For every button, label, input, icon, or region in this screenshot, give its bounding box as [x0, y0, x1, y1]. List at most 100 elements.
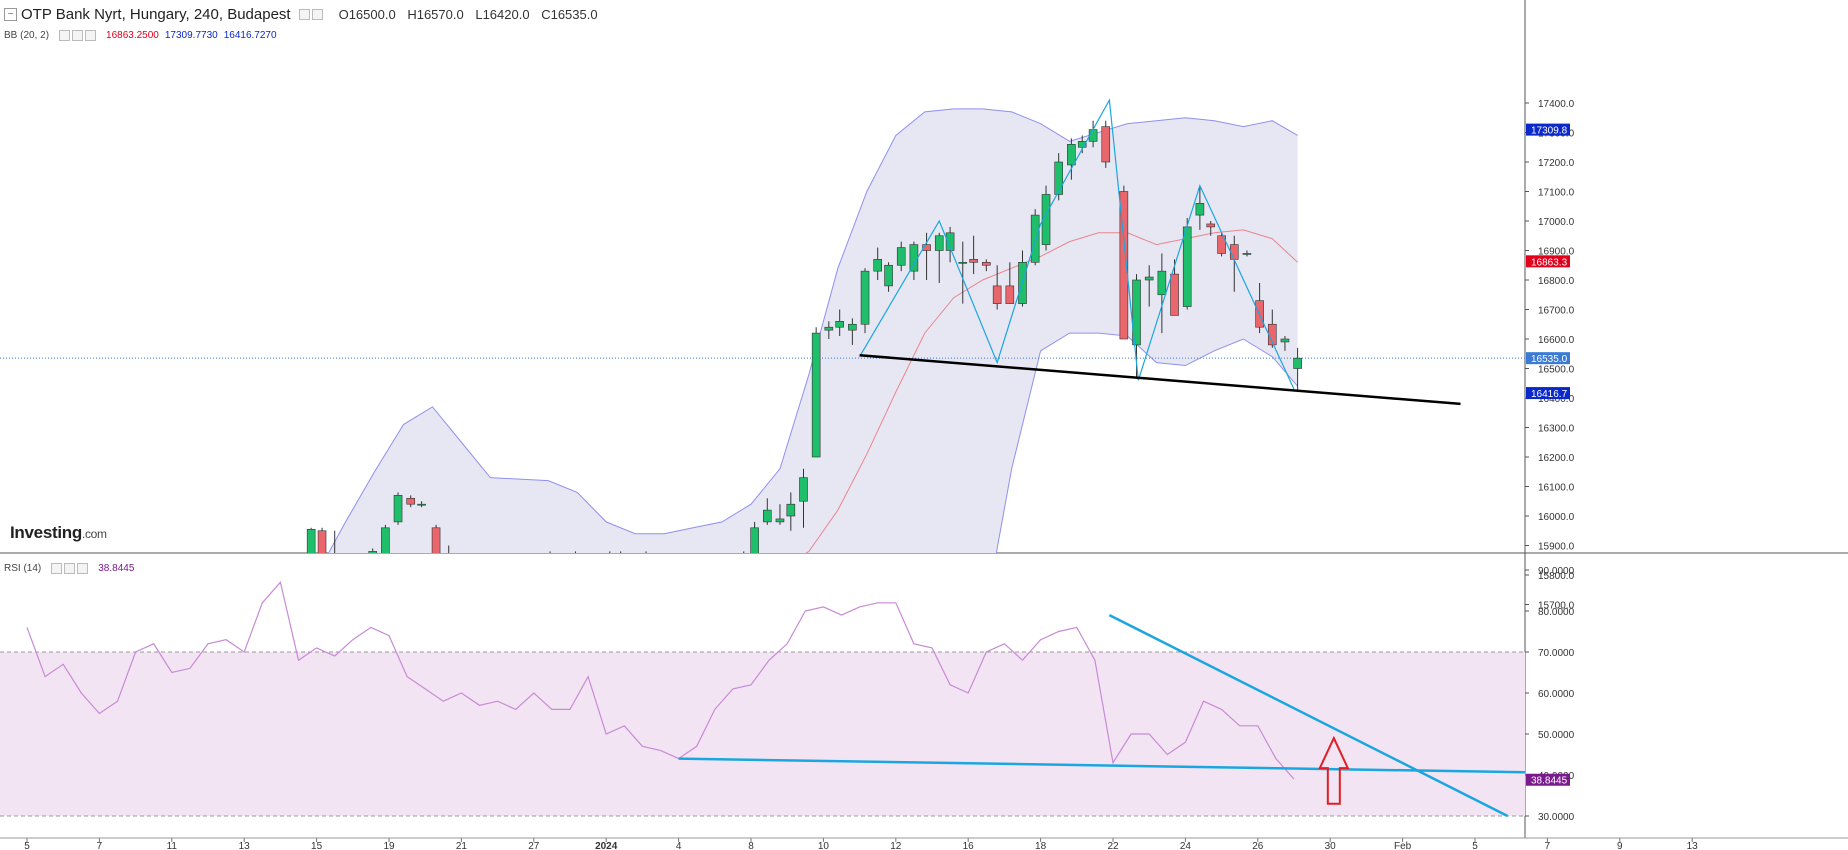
time-axis-label: 13	[239, 841, 251, 850]
candle	[306, 527, 316, 553]
candle-body	[1217, 235, 1226, 254]
candle	[667, 581, 675, 599]
gear-icon[interactable]	[311, 9, 323, 20]
candle	[1217, 232, 1226, 257]
candle	[620, 551, 622, 553]
candle-body	[1280, 338, 1290, 343]
candle	[1030, 209, 1040, 266]
collapse-icon[interactable]: −	[4, 8, 17, 21]
candle	[483, 566, 491, 604]
price-badge-label: 17309.8	[1531, 126, 1568, 137]
candle-body	[945, 232, 955, 251]
rsi-value-badge	[1526, 773, 1570, 786]
candle-body	[775, 518, 785, 523]
candle-body	[445, 557, 453, 569]
low-value: L16420.0	[475, 7, 530, 22]
time-axis-label: 19	[383, 841, 395, 850]
price-axis-label: 16100.0	[1538, 483, 1575, 494]
candle-body	[1206, 223, 1216, 228]
candle-body	[1144, 276, 1154, 281]
price-axis-label: 16900.0	[1538, 247, 1575, 258]
price-axis-label: 16800.0	[1538, 276, 1575, 287]
candle	[546, 551, 554, 578]
candle-body	[799, 477, 808, 502]
close-value: C16535.0	[541, 7, 598, 22]
candle-body	[655, 584, 663, 596]
candle-body	[1157, 270, 1167, 296]
candle	[750, 521, 759, 553]
candle-body	[1293, 357, 1302, 369]
candle	[406, 495, 416, 508]
eye-icon[interactable]	[298, 9, 310, 20]
time-axis-label: 22	[1107, 841, 1119, 850]
candle-body	[546, 557, 554, 578]
rsi-value-badge-label: 38.8445	[1531, 776, 1568, 787]
candle-body	[860, 270, 870, 325]
eye-icon[interactable]	[51, 563, 63, 574]
eye-icon[interactable]	[59, 30, 71, 41]
candle-body	[1005, 285, 1015, 304]
candle-body	[306, 528, 316, 553]
candle	[848, 318, 857, 345]
price-axis-label: 15800.0	[1538, 571, 1575, 582]
price-badge	[1526, 352, 1570, 365]
candle-body	[393, 495, 403, 523]
candle-body	[678, 610, 686, 628]
gear-icon[interactable]	[64, 563, 76, 574]
symbol-title[interactable]: OTP Bank Nyrt, Hungary, 240, Budapest	[21, 6, 291, 23]
candle	[727, 566, 735, 601]
time-axis-label: 27	[528, 841, 540, 850]
candle	[873, 247, 883, 280]
gear-icon[interactable]	[72, 30, 84, 41]
candle	[629, 572, 637, 584]
candle	[595, 572, 603, 581]
price-badge	[1526, 387, 1570, 400]
candle	[992, 265, 1002, 310]
candle	[691, 610, 699, 634]
candle	[922, 232, 931, 280]
candle-body	[521, 566, 529, 587]
title-settings-buttons	[298, 9, 323, 20]
candle	[298, 602, 306, 640]
candle	[945, 226, 955, 263]
candle-body	[934, 235, 944, 251]
candle	[1077, 135, 1087, 154]
close-icon[interactable]	[77, 563, 89, 574]
candle-body	[356, 593, 364, 596]
candle	[1182, 218, 1192, 310]
candle	[495, 566, 503, 593]
candle	[1041, 185, 1051, 251]
rsi-label[interactable]: RSI (14)	[4, 563, 42, 574]
candle	[393, 492, 403, 525]
close-icon[interactable]	[85, 30, 97, 41]
candle	[457, 569, 465, 587]
candle	[356, 584, 364, 602]
candle-body	[811, 332, 821, 458]
time-axis-label: 2024	[595, 841, 618, 850]
rsi-trendline	[1108, 613, 1509, 818]
up-arrow-annotation	[1318, 735, 1350, 805]
candle-body	[584, 560, 592, 575]
price-pane	[0, 98, 1525, 640]
candle	[1067, 138, 1076, 180]
candle	[508, 563, 516, 593]
price-axis-label: 17200.0	[1538, 158, 1575, 169]
candle-body	[368, 551, 378, 553]
rsi-axis-label: 60.0000	[1538, 689, 1575, 700]
bb-lower-value: 16416.7270	[223, 30, 277, 41]
candle	[860, 268, 870, 334]
candle	[584, 557, 592, 578]
candle	[704, 610, 712, 634]
candle-body	[483, 572, 491, 593]
candle	[368, 548, 378, 553]
bb-label[interactable]: BB (20, 2)	[4, 30, 50, 41]
time-axis-label: 18	[1035, 841, 1047, 850]
price-axis-label: 17400.0	[1538, 99, 1575, 110]
time-axis-label: 4	[676, 841, 682, 850]
bollinger-band-fill	[328, 108, 1298, 553]
candle-body	[1101, 126, 1111, 163]
candle-body	[457, 575, 465, 578]
candle	[835, 309, 844, 337]
candle	[678, 607, 686, 634]
